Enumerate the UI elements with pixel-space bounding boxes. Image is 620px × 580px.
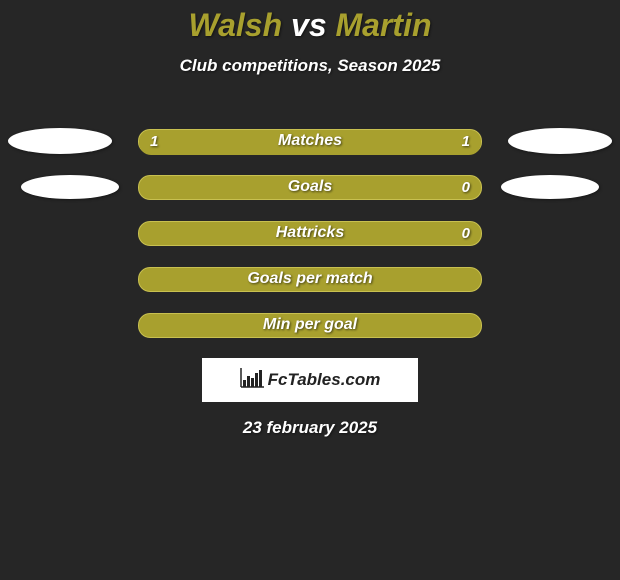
stat-label: Goals per match (247, 270, 372, 288)
stat-bars: Matches 1 1 Goals 0 Hattricks 0 Goals per match… (0, 118, 620, 348)
stat-bar-track: Matches (138, 129, 482, 154)
stat-row: Hattricks 0 (0, 210, 620, 256)
stat-bar-track: Goals per match (138, 267, 482, 292)
date: 23 february 2025 (0, 418, 620, 438)
stat-label: Min per goal (263, 316, 357, 334)
source-logo: FcTables.com (202, 358, 418, 402)
stat-bar-track: Hattricks (138, 221, 482, 246)
stat-value-left: 1 (150, 133, 158, 150)
stat-row: Goals 0 (0, 164, 620, 210)
stat-bar-track: Goals (138, 175, 482, 200)
title-vs: vs (291, 7, 327, 43)
title-player2: Martin (336, 7, 432, 43)
logo-text: FcTables.com (268, 370, 381, 390)
stat-value-right: 0 (462, 225, 470, 242)
subtitle: Club competitions, Season 2025 (0, 56, 620, 76)
stat-bar-track: Min per goal (138, 313, 482, 338)
title: Walsh vs Martin (0, 6, 620, 44)
player2-marker (508, 128, 612, 154)
stat-label: Matches (278, 132, 342, 150)
stat-row: Goals per match (0, 256, 620, 302)
stat-label: Hattricks (276, 224, 344, 242)
comparison-infographic: Walsh vs Martin Club competitions, Seaso… (0, 0, 620, 438)
player1-marker (8, 128, 112, 154)
stat-row: Matches 1 1 (0, 118, 620, 164)
player1-marker (21, 175, 119, 199)
barchart-icon (240, 368, 264, 393)
stat-row: Min per goal (0, 302, 620, 348)
stat-value-right: 0 (462, 179, 470, 196)
stat-value-right: 1 (462, 133, 470, 150)
player2-marker (501, 175, 599, 199)
title-player1: Walsh (188, 7, 282, 43)
stat-label: Goals (288, 178, 332, 196)
